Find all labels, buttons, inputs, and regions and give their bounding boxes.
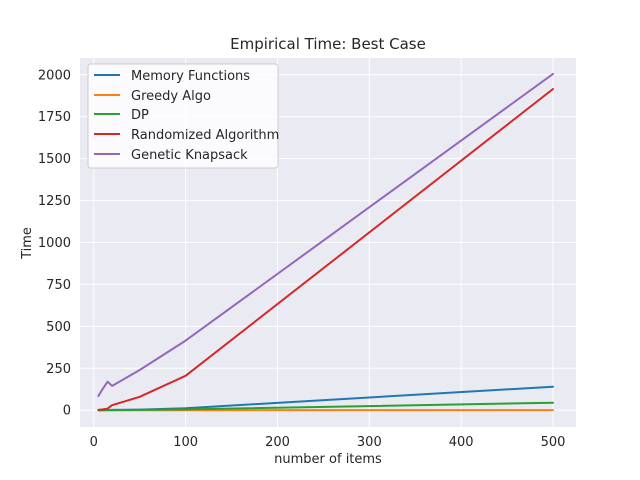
legend-label-greedy-algo: Greedy Algo [131, 89, 211, 104]
legend-box [87, 63, 279, 169]
y-tick-label: 500 [46, 320, 71, 335]
series-lines [97, 72, 554, 412]
x-tick-label: 500 [541, 435, 566, 450]
y-tick-label: 0 [63, 404, 71, 419]
y-tick-label: 750 [46, 278, 71, 293]
x-tick-label: 400 [449, 435, 474, 450]
x-tick-label: 0 [90, 435, 98, 450]
y-tick-label: 2000 [38, 68, 71, 83]
y-tick-label: 1500 [38, 152, 71, 167]
y-tick-label: 250 [46, 362, 71, 377]
legend-label-memory-functions: Memory Functions [131, 69, 250, 84]
series-line-genetic-knapsack [97, 72, 554, 397]
y-tick-label: 1000 [38, 236, 71, 251]
legend-label-randomized-algorithm: Randomized Algorithm [131, 128, 279, 143]
x-tick-label: 200 [265, 435, 290, 450]
legend: Memory Functions Greedy Algo DP Randomiz… [87, 63, 279, 169]
y-axis-label: Time [20, 227, 35, 260]
y-tick-label: 1250 [38, 194, 71, 209]
legend-label-dp: DP [131, 108, 149, 123]
legend-label-genetic-knapsack: Genetic Knapsack [131, 148, 248, 163]
series-line-randomized-algorithm [97, 88, 554, 411]
x-axis-label: number of items [274, 452, 382, 467]
x-tick-label: 300 [357, 435, 382, 450]
x-tick-label: 100 [173, 435, 198, 450]
y-tick-label: 1750 [38, 110, 71, 125]
tick-labels: 0 100 200 300 400 500 0 250 500 750 1000 1250 1500 17… [38, 68, 566, 450]
chart-title: Empirical Time: Best Case [230, 35, 426, 53]
